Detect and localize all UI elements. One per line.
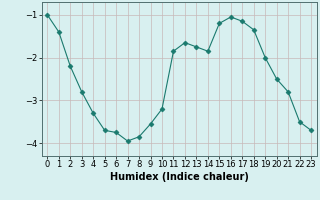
X-axis label: Humidex (Indice chaleur): Humidex (Indice chaleur) [110,172,249,182]
